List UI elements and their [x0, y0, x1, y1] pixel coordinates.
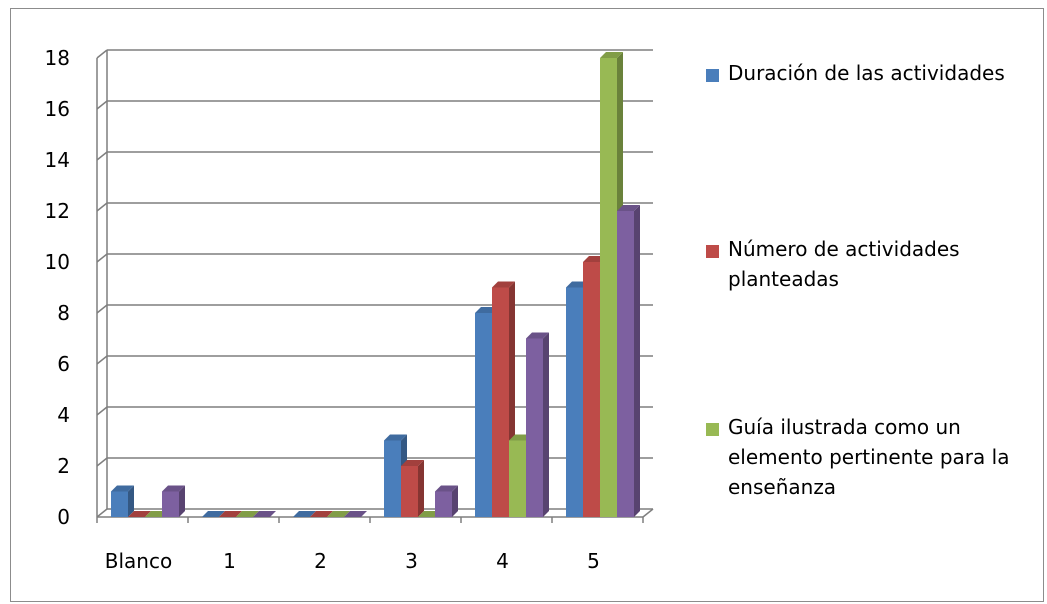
- bar: [219, 511, 242, 517]
- y-tick-label: 8: [57, 301, 70, 325]
- bar: [327, 511, 350, 517]
- bar-top: [202, 511, 225, 517]
- x-axis-tick-labels: Blanco 1 2 3 4 5: [105, 549, 600, 573]
- y-tick-label: 14: [45, 148, 70, 172]
- bar-side: [128, 485, 134, 517]
- gridlines: [96, 49, 653, 518]
- bar-top: [344, 511, 367, 517]
- bar-top: [327, 511, 350, 517]
- bar-side: [543, 332, 549, 517]
- bar-front: [435, 491, 452, 517]
- floor-right-edge: [642, 508, 654, 518]
- bar: [617, 205, 640, 517]
- bar-top: [384, 434, 407, 441]
- bar-front: [492, 287, 509, 517]
- bar-top: [128, 511, 151, 517]
- bar: [344, 511, 367, 517]
- bar-front: [475, 313, 492, 517]
- bar: [202, 511, 225, 517]
- bar: [526, 332, 549, 517]
- x-tick-label: 5: [587, 549, 600, 573]
- gridline-depth: [96, 49, 108, 59]
- y-tick-label: 4: [57, 403, 70, 427]
- gridline-depth: [96, 508, 108, 518]
- legend-label: Número de actividades planteadas: [728, 237, 960, 291]
- bar-front: [162, 491, 179, 517]
- y-tick-label: 12: [45, 199, 70, 223]
- bar: [162, 485, 185, 517]
- y-tick-label: 16: [45, 97, 70, 121]
- bar-front: [526, 338, 543, 517]
- bar-top: [236, 511, 259, 517]
- axes: [96, 50, 654, 523]
- bar: [293, 511, 316, 517]
- gridline-depth: [96, 355, 108, 365]
- gridline-depth: [96, 457, 108, 467]
- bar: [310, 511, 333, 517]
- bar-top: [219, 511, 242, 517]
- gridline-depth: [96, 202, 108, 212]
- gridline-depth: [96, 253, 108, 263]
- x-tick-label: 3: [405, 549, 418, 573]
- bar: [253, 511, 276, 517]
- bar-front: [617, 211, 634, 517]
- bar-top: [492, 281, 515, 288]
- bar-top: [162, 485, 185, 492]
- y-tick-label: 10: [45, 250, 70, 274]
- bar-side: [634, 205, 640, 517]
- bar-top: [600, 52, 623, 58]
- bar: [435, 485, 458, 517]
- bars: [111, 52, 640, 517]
- x-tick-label: Blanco: [105, 549, 172, 573]
- bar: [111, 485, 134, 517]
- y-tick-label: 18: [45, 46, 70, 70]
- bar-front: [600, 58, 617, 517]
- bar-front: [401, 466, 418, 517]
- bar-top: [617, 205, 640, 211]
- x-tick-label: 2: [314, 549, 327, 573]
- y-axis-tick-labels: 0 2 4 6 8 10 12 14 16 18: [45, 46, 70, 529]
- bar-top: [526, 332, 549, 339]
- bar-top: [310, 511, 333, 517]
- bar-side: [418, 460, 424, 517]
- bar-top: [293, 511, 316, 517]
- bar-top: [111, 485, 134, 492]
- y-tick-label: 0: [57, 505, 70, 529]
- gridline-depth: [96, 100, 108, 110]
- legend-swatch: [706, 245, 719, 258]
- gridline-depth: [96, 406, 108, 416]
- bar-front: [111, 491, 128, 517]
- bar: [128, 511, 151, 517]
- bar-top: [435, 485, 458, 492]
- bar: [401, 460, 424, 517]
- bar-front: [509, 440, 526, 517]
- bar-side: [452, 485, 458, 517]
- gridline-depth: [96, 304, 108, 314]
- x-tick-label: 4: [496, 549, 509, 573]
- legend-swatch: [706, 69, 719, 82]
- y-tick-label: 6: [57, 352, 70, 376]
- legend-swatch: [706, 423, 719, 436]
- legend-label: Guía ilustrada como un elemento pertinen…: [728, 415, 1010, 499]
- bar-side: [179, 485, 185, 517]
- legend-label: Duración de las actividades: [728, 61, 1005, 85]
- x-tick-label: 1: [223, 549, 236, 573]
- bar-top: [253, 511, 276, 517]
- bar-front: [583, 262, 600, 517]
- bar-front: [384, 440, 401, 517]
- bar-front: [566, 287, 583, 517]
- gridline-depth: [96, 151, 108, 161]
- bar: [236, 511, 259, 517]
- bar-top: [401, 460, 424, 466]
- y-tick-label: 2: [57, 454, 70, 478]
